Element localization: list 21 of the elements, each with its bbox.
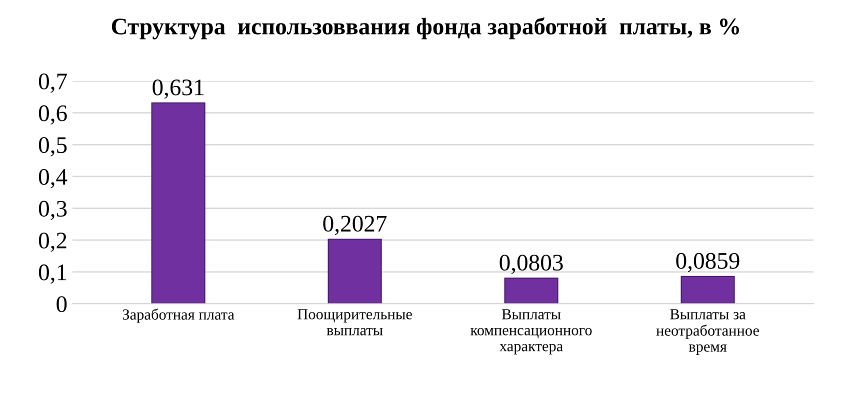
chart-title: Структура использоввания фонда заработной платы, в % [112,17,740,40]
x-tick-label: Выплаты компенсационного характера [470,309,592,354]
bar [151,102,206,304]
data-label: 0,631 [152,79,204,99]
data-label: 0,2027 [323,216,387,236]
y-tick-label: 0,7 [38,73,67,93]
y-tick-label: 0,4 [38,168,68,188]
data-label: 0,0803 [500,254,563,274]
bar [504,278,558,304]
y-tick-label: 0 [56,296,67,312]
y-tick-label: 0,1 [38,264,66,284]
bar [328,238,382,304]
x-tick-label: Заработная плата [122,308,234,323]
bar [680,276,735,304]
y-tick-label: 0,6 [38,105,67,125]
data-label: 0,0859 [676,252,740,272]
y-tick-label: 0,3 [38,200,67,220]
y-tick-label: 0,5 [38,137,67,156]
x-tick-label: Поощирительные выплаты [298,309,412,336]
x-tick-label: Выплаты за неотработанное время [656,309,759,355]
y-tick-label: 0,2 [38,232,66,252]
